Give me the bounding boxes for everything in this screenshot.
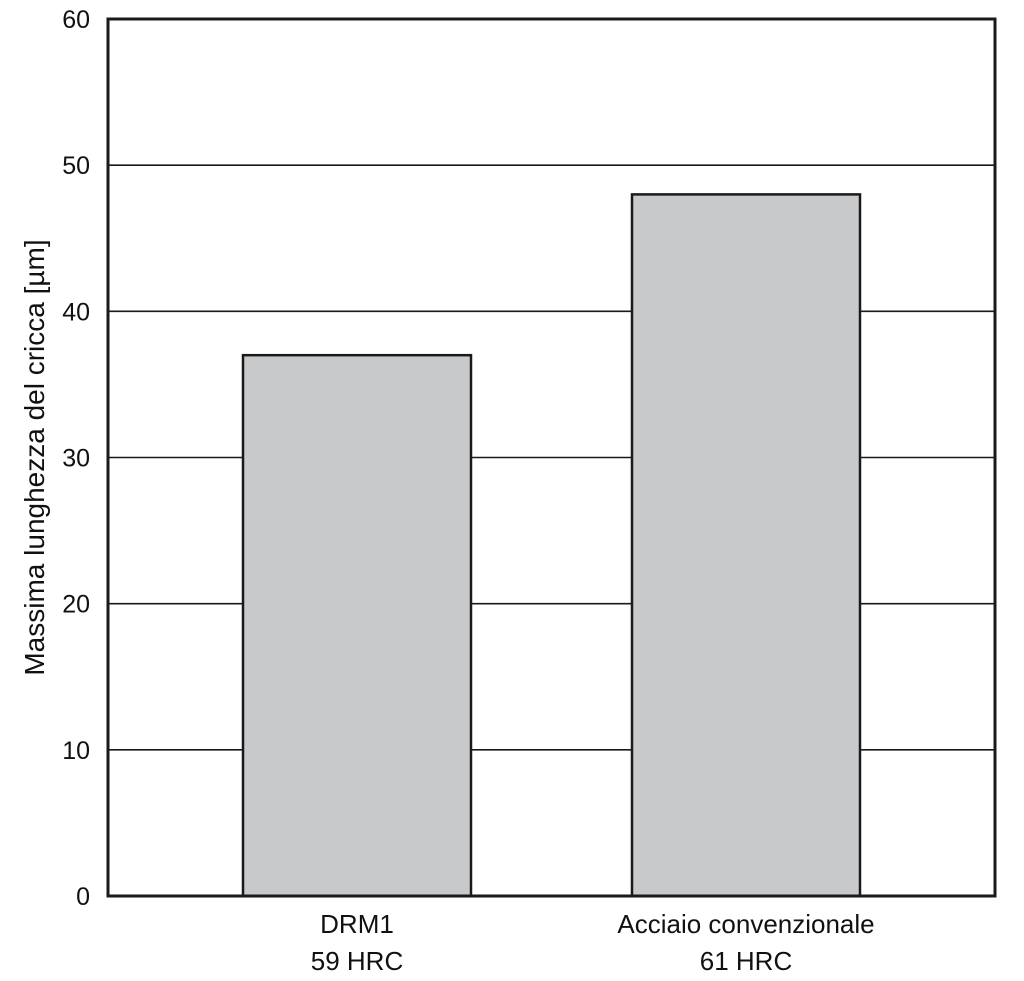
x-category-label: DRM1 bbox=[320, 909, 394, 939]
y-tick-label: 40 bbox=[62, 298, 90, 326]
x-category-label: Acciaio convenzionale bbox=[617, 909, 874, 939]
y-tick-label: 50 bbox=[62, 152, 90, 180]
x-category-labels: DRM1 59 HRC Acciaio convenzionale 61 HRC bbox=[311, 909, 875, 976]
bar bbox=[630, 193, 862, 898]
plot-frame bbox=[106, 17, 997, 898]
y-tick-label: 0 bbox=[76, 883, 90, 911]
y-tick-label: 20 bbox=[62, 591, 90, 619]
y-tick-labels: 0 10 20 30 40 50 60 bbox=[62, 6, 90, 911]
x-category-sublabel: 59 HRC bbox=[311, 946, 403, 976]
bars bbox=[241, 193, 862, 898]
y-axis-label: Massima lunghezza del cricca [µm] bbox=[19, 239, 50, 675]
bar bbox=[241, 353, 473, 898]
x-category-sublabel: 61 HRC bbox=[700, 946, 792, 976]
y-tick-label: 30 bbox=[62, 445, 90, 473]
y-tick-label: 60 bbox=[62, 6, 90, 34]
y-tick-label: 10 bbox=[62, 737, 90, 765]
grid-lines bbox=[108, 164, 995, 751]
